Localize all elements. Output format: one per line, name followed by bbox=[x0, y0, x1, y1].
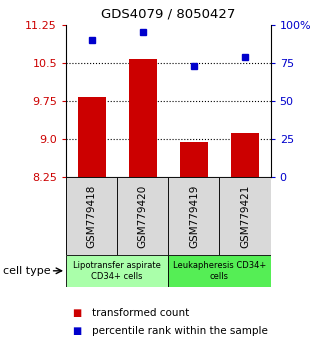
Text: Leukapheresis CD34+
cells: Leukapheresis CD34+ cells bbox=[173, 261, 266, 280]
Text: ■: ■ bbox=[73, 308, 82, 318]
Text: transformed count: transformed count bbox=[92, 308, 190, 318]
Bar bbox=[78, 97, 106, 177]
Text: GSM779421: GSM779421 bbox=[240, 184, 250, 248]
Text: Lipotransfer aspirate
CD34+ cells: Lipotransfer aspirate CD34+ cells bbox=[73, 261, 161, 280]
Text: cell type: cell type bbox=[3, 266, 51, 276]
Bar bbox=[231, 133, 259, 177]
FancyBboxPatch shape bbox=[66, 177, 117, 255]
FancyBboxPatch shape bbox=[168, 255, 271, 287]
FancyBboxPatch shape bbox=[117, 177, 168, 255]
Text: percentile rank within the sample: percentile rank within the sample bbox=[92, 326, 268, 336]
Text: ■: ■ bbox=[73, 326, 82, 336]
FancyBboxPatch shape bbox=[219, 177, 271, 255]
Text: GSM779420: GSM779420 bbox=[138, 184, 148, 247]
Bar bbox=[180, 143, 208, 177]
FancyBboxPatch shape bbox=[66, 255, 168, 287]
Bar bbox=[129, 59, 157, 177]
Text: GSM779418: GSM779418 bbox=[86, 184, 97, 248]
FancyBboxPatch shape bbox=[168, 177, 219, 255]
FancyBboxPatch shape bbox=[66, 177, 271, 255]
Title: GDS4079 / 8050427: GDS4079 / 8050427 bbox=[101, 8, 236, 21]
Text: GSM779419: GSM779419 bbox=[189, 184, 199, 248]
